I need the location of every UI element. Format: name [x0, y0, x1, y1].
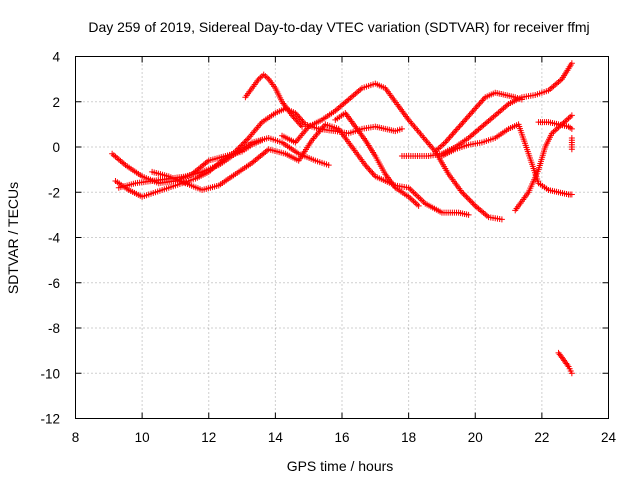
data-point: [325, 162, 332, 169]
x-tick-label: 8: [72, 430, 80, 445]
y-tick-label: 2: [52, 95, 60, 110]
gridlines: [75, 56, 609, 419]
y-tick-label: -12: [40, 412, 60, 427]
data-point: [568, 146, 575, 153]
data-point: [415, 202, 422, 209]
y-tick-label: 4: [52, 50, 60, 65]
series-track-9: [432, 89, 525, 155]
series-track-10: [438, 121, 575, 198]
y-tick-label: -2: [48, 185, 60, 200]
data-point: [465, 211, 472, 218]
y-tick-label: -4: [48, 231, 60, 246]
series-track-13: [568, 134, 575, 153]
series-track-11: [512, 112, 575, 214]
series-track-12: [535, 119, 575, 132]
series-track-4: [115, 134, 332, 191]
x-tick-label: 16: [334, 430, 349, 445]
x-tick-label: 24: [601, 430, 617, 445]
x-tick-label: 20: [468, 430, 483, 445]
x-tick-label: 14: [268, 430, 284, 445]
data-point: [568, 370, 575, 377]
x-axis-label: GPS time / hours: [287, 458, 394, 474]
x-tick-label: 12: [201, 430, 216, 445]
data-point: [518, 96, 525, 103]
y-tick-label: -8: [48, 321, 60, 336]
plot-frame: [75, 56, 609, 419]
series-track-3: [112, 105, 405, 200]
series-track-8: [398, 60, 575, 160]
y-tick-label: -6: [48, 276, 60, 291]
series-track-2: [242, 71, 306, 130]
data-point: [498, 216, 505, 223]
y-tick-label: 0: [52, 140, 60, 155]
data-point: [568, 191, 575, 198]
y-tick-label: -10: [40, 366, 60, 381]
series-track-14: [555, 349, 575, 377]
x-tick-label: 18: [401, 430, 416, 445]
data-point: [568, 60, 575, 67]
y-axis-label: SDTVAR / TECUs: [5, 182, 21, 294]
data-point: [568, 112, 575, 119]
data-point: [398, 125, 405, 132]
x-tick-label: 10: [135, 430, 150, 445]
data-point: [568, 125, 575, 132]
data-point: [299, 123, 306, 130]
data-series: [109, 60, 575, 377]
chart-title: Day 259 of 2019, Sidereal Day-to-day VTE…: [88, 19, 589, 35]
series-track-6: [279, 80, 505, 223]
series-track-7: [332, 110, 422, 209]
x-tick-label: 22: [534, 430, 549, 445]
